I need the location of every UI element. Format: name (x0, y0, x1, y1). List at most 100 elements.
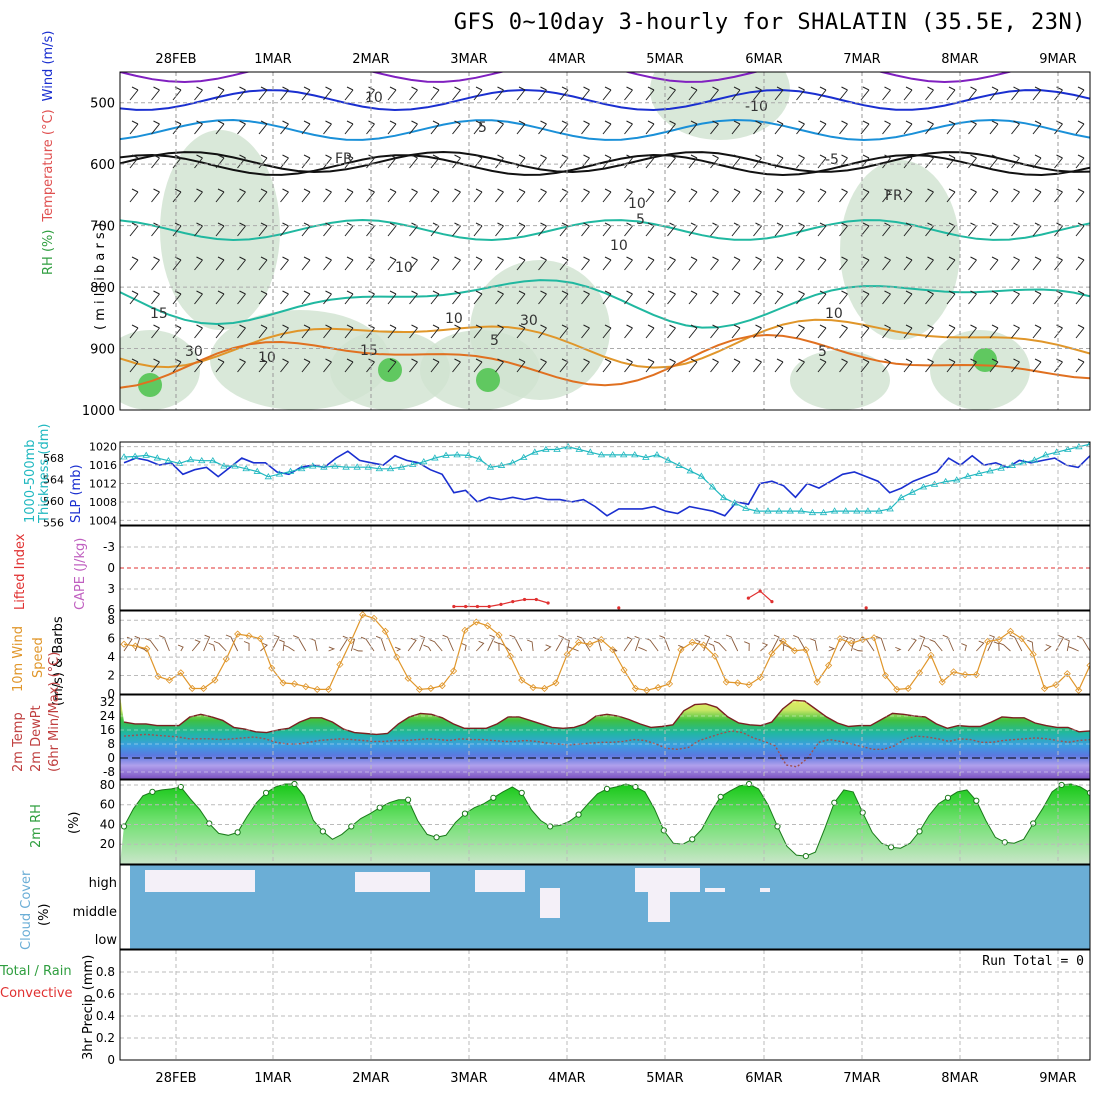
upper-yunit: ( m i l l i b a r s ) (93, 223, 108, 330)
upper-ylabel-part: Temperature (°C) (41, 109, 56, 222)
rh-marker (774, 823, 781, 830)
thickness-marker (708, 483, 717, 490)
wind-barb (387, 222, 397, 237)
wind-barb (151, 154, 160, 169)
li-tick-label: 0 (107, 561, 115, 575)
wind-barb (328, 646, 336, 652)
wind-marker (518, 676, 526, 684)
wind-barb (903, 358, 913, 373)
wind-barb (280, 120, 289, 135)
cloud-ylabel: Cloud Cover (19, 870, 34, 950)
wind-barb (839, 256, 848, 271)
wind-barb (774, 86, 784, 101)
wind-barb (882, 222, 891, 237)
wind-barb (159, 635, 170, 652)
wind-barb (1032, 188, 1042, 203)
wind-barb (387, 120, 397, 135)
li-tick-label: 6 (107, 603, 115, 617)
wind-barb (968, 120, 977, 135)
wind-barb (129, 256, 139, 271)
wind-ylabel-3: (m/s) & Barbs (51, 616, 66, 706)
thickness-marker (997, 464, 1005, 471)
rh-marker (405, 796, 412, 803)
wind-barb (564, 638, 570, 652)
wind-barb (989, 290, 999, 305)
wind-barb (1011, 86, 1020, 101)
wind-barb (882, 86, 891, 101)
wind-barb (516, 120, 526, 135)
wind-barb (817, 290, 827, 305)
wind-barb (293, 635, 307, 652)
wind-barb (624, 154, 633, 169)
wind-barb (309, 638, 318, 652)
wind-marker (927, 651, 935, 659)
wind-barb (860, 290, 870, 305)
wind-barb (151, 120, 160, 135)
thickness-ylabel-line: 1000-500mb (23, 439, 38, 523)
wind-barb (667, 86, 676, 101)
wind-barb (710, 188, 719, 203)
panel-frame-rh (119, 779, 1091, 865)
wind-barb (387, 86, 397, 101)
wind-barb (516, 358, 526, 373)
wind-barb (194, 188, 203, 203)
rh-marker (745, 780, 753, 788)
wind-barb (452, 256, 461, 271)
wind-barb (409, 256, 418, 271)
wind-barb (638, 646, 647, 652)
wind-marker (120, 640, 128, 648)
rh-marker (1030, 820, 1037, 827)
thickness-marker (153, 454, 162, 461)
wind-barb (353, 648, 363, 652)
wind-barb (344, 154, 354, 169)
rh-marker (291, 780, 298, 788)
wind-barb (1032, 256, 1042, 271)
wind-barb (624, 86, 633, 101)
li-ylabel: Lifted Index (13, 533, 28, 610)
wind-barb (667, 290, 676, 305)
wind-barb (301, 120, 311, 135)
wind-barb (753, 86, 762, 101)
wind-barb (194, 256, 203, 271)
wind-barb (344, 256, 354, 271)
wind-barb (817, 188, 827, 203)
wind-barb (993, 641, 1000, 652)
wind-barb (645, 637, 659, 652)
thickness-marker (242, 464, 250, 472)
thickness-marker (386, 464, 395, 472)
thickness-marker (531, 448, 539, 455)
wind-barb (1009, 634, 1023, 652)
wind-barb (344, 290, 354, 305)
contour-label: -5 (825, 152, 839, 168)
wind-marker (290, 680, 299, 688)
wind-barb (946, 324, 956, 339)
dewpoint-line (123, 730, 1090, 768)
pressure-tick-label: 1000 (82, 404, 115, 419)
temp-above-mask (120, 695, 1090, 735)
wind-barb (989, 86, 999, 101)
wind-barb (129, 120, 139, 135)
wind-marker (972, 671, 980, 679)
thickness-marker (819, 508, 828, 516)
wind-barb (817, 358, 827, 373)
cloud-level-label: low (95, 933, 118, 948)
wind-barb (280, 324, 289, 339)
wind-barb (409, 290, 418, 305)
wind-barb (194, 290, 203, 305)
contour-label: FR (885, 188, 903, 204)
cloud-block (760, 888, 770, 892)
wind-barb (409, 188, 418, 203)
thickness-marker (875, 507, 883, 514)
wind-barb (667, 188, 676, 203)
wind-barb (237, 188, 246, 203)
thickness-marker (775, 507, 783, 514)
rh-marker (376, 804, 383, 811)
wind-barb (419, 635, 426, 652)
wind-barb (691, 639, 701, 652)
thickness-marker (253, 467, 261, 474)
wind-barb (1032, 290, 1042, 305)
wind-barb (731, 86, 741, 101)
wind-marker (813, 678, 821, 686)
wind-barb (860, 324, 870, 339)
wind-marker (393, 653, 401, 661)
